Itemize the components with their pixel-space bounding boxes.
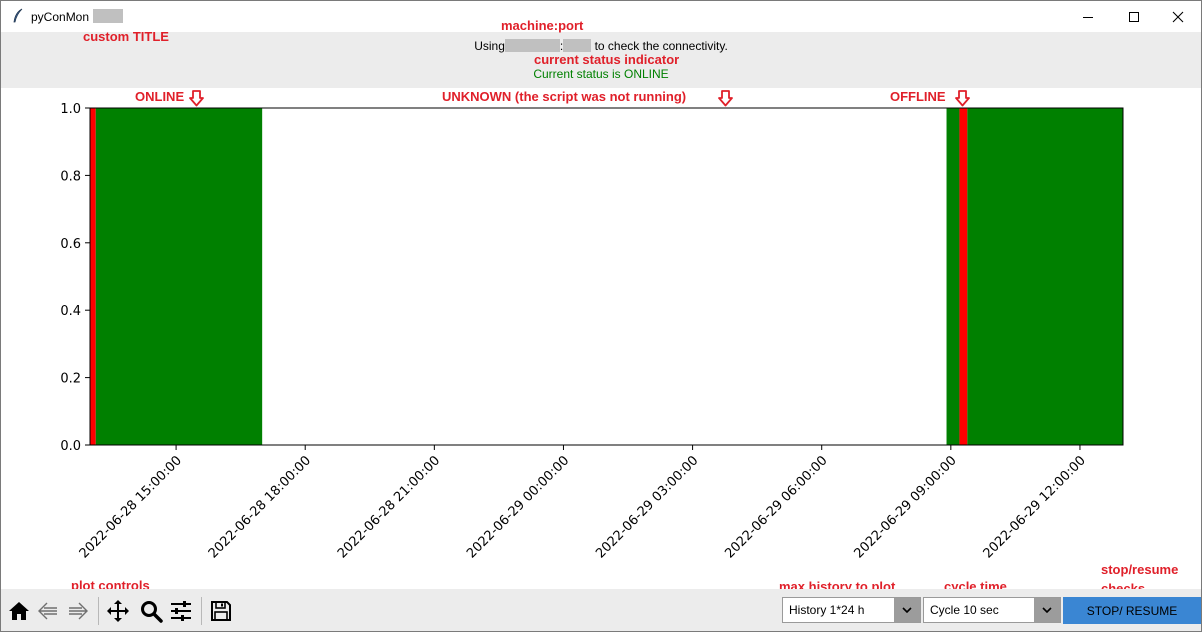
connectivity-line: Using: to check the connectivity.	[1, 39, 1201, 53]
cycle-select[interactable]: Cycle 10 sec	[923, 597, 1061, 623]
annotation-machine-port: machine:port	[501, 18, 584, 33]
window-title: pyConMon	[31, 10, 90, 24]
history-select-value: History 1*24 h	[789, 603, 865, 617]
x-tick-label: 2022-06-28 15:00:00	[77, 453, 185, 561]
status-segments	[90, 108, 1123, 445]
segment-online	[946, 108, 960, 445]
segment-offline	[90, 108, 96, 445]
connectivity-separator: :	[559, 39, 564, 53]
annotation-offline-arrow-icon	[955, 90, 970, 107]
annotation-current-status: current status indicator	[534, 52, 680, 67]
chevron-down-icon	[1034, 598, 1060, 622]
status-header: Using: to check the connectivity. Curren…	[1, 32, 1201, 88]
connectivity-suffix: to check the connectivity.	[594, 39, 728, 53]
close-icon	[1172, 11, 1184, 22]
zoom-button[interactable]	[137, 597, 165, 625]
configure-subplots-icon	[171, 601, 191, 621]
segment-online	[95, 108, 263, 445]
current-status-text: Current status is ONLINE	[533, 67, 669, 81]
x-axis: 2022-06-28 15:00:00 2022-06-28 18:00:00 20…	[77, 445, 1089, 561]
back-button[interactable]	[34, 597, 62, 625]
y-tick-label: 0.4	[60, 304, 81, 319]
forward-icon	[69, 602, 88, 620]
segment-offline	[959, 108, 968, 445]
y-tick-label: 0.6	[60, 237, 81, 252]
feather-icon	[13, 8, 23, 23]
maximize-button[interactable]	[1111, 1, 1157, 32]
chevron-down-icon	[894, 598, 920, 622]
y-tick-label: 0.0	[60, 439, 81, 454]
minimize-button[interactable]	[1065, 1, 1111, 32]
annotation-online: ONLINE	[135, 89, 185, 104]
x-tick-label: 2022-06-29 06:00:00	[722, 453, 830, 561]
y-tick-label: 1.0	[60, 102, 81, 117]
title-redaction	[93, 9, 123, 23]
annotation-unknown: UNKNOWN (the script was not running)	[442, 89, 687, 104]
minimize-icon	[1083, 16, 1093, 18]
title-bar: pyConMon	[1, 1, 1201, 32]
history-select[interactable]: History 1*24 h	[782, 597, 921, 623]
maximize-icon	[1129, 11, 1139, 22]
close-button[interactable]	[1155, 1, 1201, 32]
pan-button[interactable]	[104, 597, 132, 625]
y-tick-label: 0.2	[60, 372, 81, 387]
y-axis: 0.0 0.2 0.4 0.6 0.8 1.0	[60, 102, 90, 454]
zoom-icon	[141, 601, 163, 623]
x-tick-label: 2022-06-29 03:00:00	[593, 453, 701, 561]
pan-icon	[107, 600, 129, 622]
toolbar-separator	[98, 597, 99, 625]
x-tick-label: 2022-06-29 09:00:00	[851, 453, 959, 561]
home-button[interactable]	[5, 597, 33, 625]
x-tick-label: 2022-06-28 18:00:00	[206, 453, 314, 561]
back-icon	[38, 602, 57, 620]
cycle-select-value: Cycle 10 sec	[930, 603, 999, 617]
machine-redaction	[504, 39, 560, 52]
x-tick-label: 2022-06-29 00:00:00	[464, 453, 572, 561]
annotation-custom-title: custom TITLE	[83, 29, 169, 44]
port-redaction	[563, 39, 592, 52]
status-chart: 0.00.20.40.60.81.0 2022-06-28 15:00:00 20…	[60, 102, 1124, 561]
toolbar-separator	[201, 597, 202, 625]
home-icon	[9, 602, 29, 620]
annotation-stop-resume: stop/resume	[1101, 562, 1179, 577]
annotation-online-arrow-icon	[189, 90, 204, 107]
x-tick-label: 2022-06-29 12:00:00	[981, 453, 1089, 561]
save-button[interactable]	[207, 597, 235, 625]
x-tick-label: 2022-06-28 21:00:00	[335, 453, 443, 561]
annotation-unknown-arrow-icon	[718, 90, 733, 107]
segment-online	[967, 108, 1123, 445]
save-icon	[211, 601, 231, 621]
axes-frame	[89, 107, 1124, 446]
y-tick-label: 0.8	[60, 169, 81, 184]
bottom-toolbar: History 1*24 h Cycle 10 sec STOP/ RESUME	[1, 589, 1201, 631]
stop-resume-button[interactable]: STOP/ RESUME	[1063, 597, 1201, 624]
configure-subplots-button[interactable]	[167, 597, 195, 625]
status-plot: 0.0 0.2 0.4 0.6 0.8 1.0 2022-06-28 15:00:00 20…	[1, 88, 1201, 588]
connectivity-prefix: Using	[474, 39, 505, 53]
annotation-offline: OFFLINE	[890, 89, 946, 104]
forward-button[interactable]	[64, 597, 92, 625]
